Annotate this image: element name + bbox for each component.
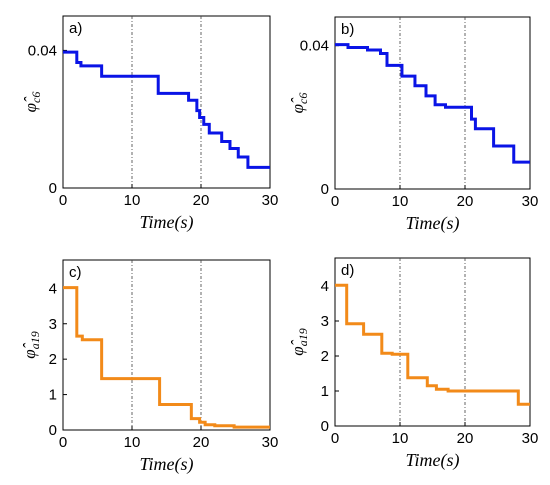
x-tick-label: 30 bbox=[522, 193, 539, 210]
x-axis-label: Time(s) bbox=[406, 450, 460, 471]
y-axis-label: φ̂a19 bbox=[288, 328, 310, 355]
x-tick-label: 20 bbox=[193, 434, 210, 451]
panel-b: 0 10 20 30 0 0.04 b) Time(s) φ̂c6 bbox=[288, 16, 539, 234]
x-tick-label: 30 bbox=[522, 430, 539, 447]
x-tick-label: 20 bbox=[457, 430, 474, 447]
x-tick-label: 0 bbox=[59, 192, 67, 209]
x-tick-label: 30 bbox=[262, 434, 279, 451]
y-axis-label: φ̂c6 bbox=[288, 93, 310, 114]
panel-d: 0 10 20 30 0 1 2 3 4 d) Time(s) φ̂a19 bbox=[288, 257, 539, 471]
x-tick-label: 0 bbox=[59, 434, 67, 451]
x-axis-label: Time(s) bbox=[406, 213, 460, 234]
series-line bbox=[63, 286, 270, 429]
y-tick-label: 4 bbox=[321, 278, 329, 295]
x-tick-label: 10 bbox=[124, 434, 141, 451]
y-tick-label: 2 bbox=[321, 348, 329, 365]
plot-frame bbox=[334, 257, 531, 427]
y-tick-label: 0 bbox=[321, 418, 329, 435]
y-tick-label: 2 bbox=[49, 351, 57, 368]
panel-label: b) bbox=[341, 21, 354, 38]
panel-a: 0 10 20 30 0 0.04 a) Time(s) φ̂c6 bbox=[21, 15, 279, 233]
panel-label: d) bbox=[341, 262, 354, 279]
x-tick-label: 10 bbox=[392, 193, 409, 210]
series-line bbox=[335, 283, 530, 406]
plot-frame bbox=[62, 259, 271, 431]
x-tick-label: 20 bbox=[457, 193, 474, 210]
plot-frame bbox=[62, 15, 271, 189]
y-axis-label: φ̂c6 bbox=[21, 92, 43, 113]
y-tick-label: 0.04 bbox=[300, 38, 329, 55]
y-tick-label: 0 bbox=[321, 181, 329, 198]
y-tick-label: 0 bbox=[49, 180, 57, 197]
y-tick-label: 3 bbox=[49, 316, 57, 333]
y-tick-label: 0 bbox=[49, 422, 57, 439]
panel-label: c) bbox=[69, 264, 82, 281]
x-tick-label: 30 bbox=[262, 192, 279, 209]
y-tick-label: 1 bbox=[321, 383, 329, 400]
x-tick-label: 10 bbox=[392, 430, 409, 447]
x-tick-label: 0 bbox=[331, 193, 339, 210]
panel-c: 0 10 20 30 0 1 2 3 4 c) Time(s) φ̂a19 bbox=[20, 259, 279, 475]
x-tick-label: 0 bbox=[331, 430, 339, 447]
x-axis-label: Time(s) bbox=[140, 212, 194, 233]
x-tick-label: 20 bbox=[193, 192, 210, 209]
x-axis-label: Time(s) bbox=[140, 454, 194, 475]
y-tick-label: 3 bbox=[321, 313, 329, 330]
series-line bbox=[63, 50, 270, 169]
panel-label: a) bbox=[69, 20, 82, 37]
x-tick-label: 10 bbox=[124, 192, 141, 209]
y-tick-label: 4 bbox=[49, 280, 57, 297]
y-tick-label: 0.04 bbox=[28, 42, 57, 59]
series-line bbox=[335, 43, 530, 164]
plot-frame bbox=[334, 16, 531, 190]
y-tick-label: 1 bbox=[49, 387, 57, 404]
y-axis-label: φ̂a19 bbox=[20, 331, 42, 358]
